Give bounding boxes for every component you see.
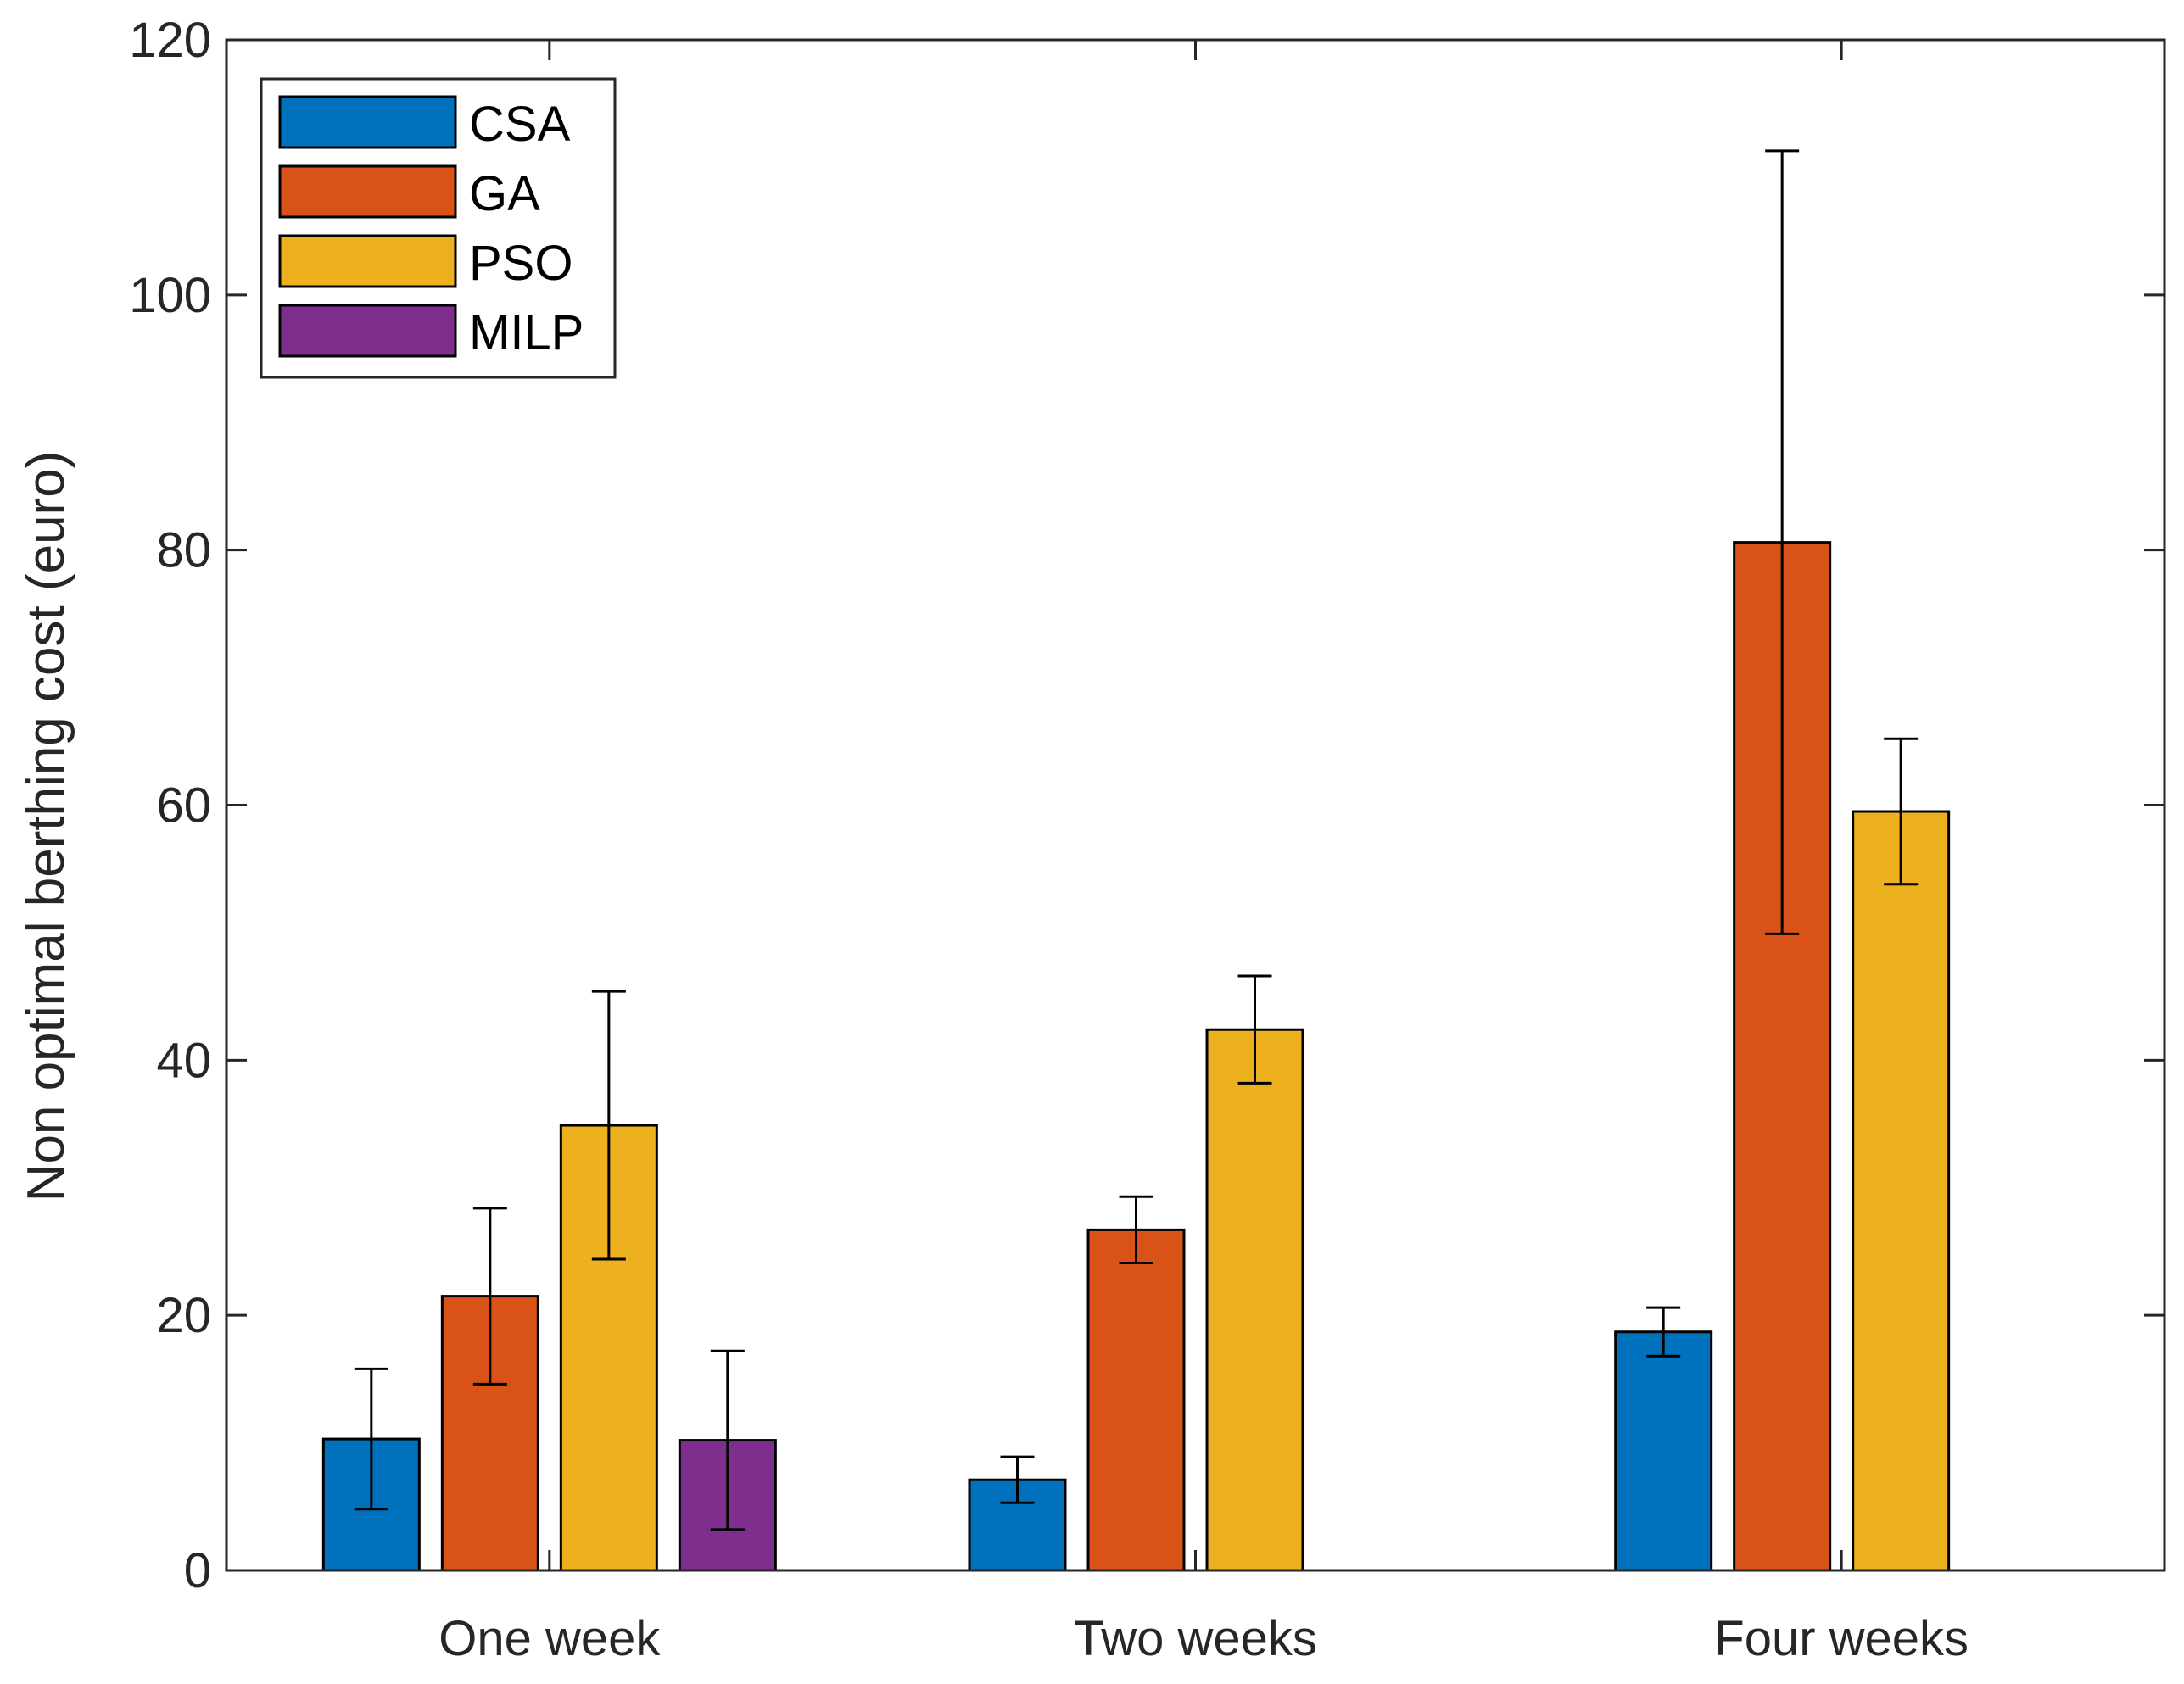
x-tick-label-2: Four weeks: [1714, 1611, 1969, 1666]
x-tick-label-1: Two weeks: [1074, 1611, 1317, 1666]
legend-label-milp: MILP: [469, 305, 584, 360]
y-tick-label-0: 0: [184, 1543, 211, 1598]
y-tick-label-20: 20: [156, 1288, 211, 1343]
errorbars-layer: [354, 149, 1919, 1531]
legend-label-ga: GA: [469, 166, 540, 221]
legend-label-pso: PSO: [469, 236, 573, 291]
legend-label-csa: CSA: [469, 97, 571, 152]
x-tick-labels: One week Two weeks Four weeks: [438, 1611, 1969, 1666]
y-tick-label-40: 40: [156, 1033, 211, 1088]
legend-swatch-pso: [278, 234, 457, 288]
bar-ga-1: [1086, 1228, 1186, 1572]
y-tick-label-120: 120: [129, 13, 211, 68]
legend-swatch-ga: [278, 164, 457, 219]
bar-pso-2: [1852, 810, 1951, 1572]
y-tick-labels: 0 20 40 60 80 100 120: [129, 13, 211, 1598]
legend-swatch-csa: [278, 95, 457, 149]
plot-frame: [225, 38, 2166, 1572]
legend: CSA GA PSO MILP: [260, 77, 617, 379]
bar-pso-1: [1205, 1028, 1304, 1572]
y-tick-label-60: 60: [156, 778, 211, 834]
x-tick-label-0: One week: [438, 1611, 661, 1666]
legend-swatch-milp: [278, 304, 457, 358]
y-axis-label: Non optimal berthing cost (euro): [17, 451, 75, 1202]
y-tick-label-80: 80: [156, 523, 211, 578]
bar-csa-2: [1614, 1330, 1713, 1572]
y-tick-label-100: 100: [129, 268, 211, 323]
bars-layer: [321, 541, 1951, 1572]
